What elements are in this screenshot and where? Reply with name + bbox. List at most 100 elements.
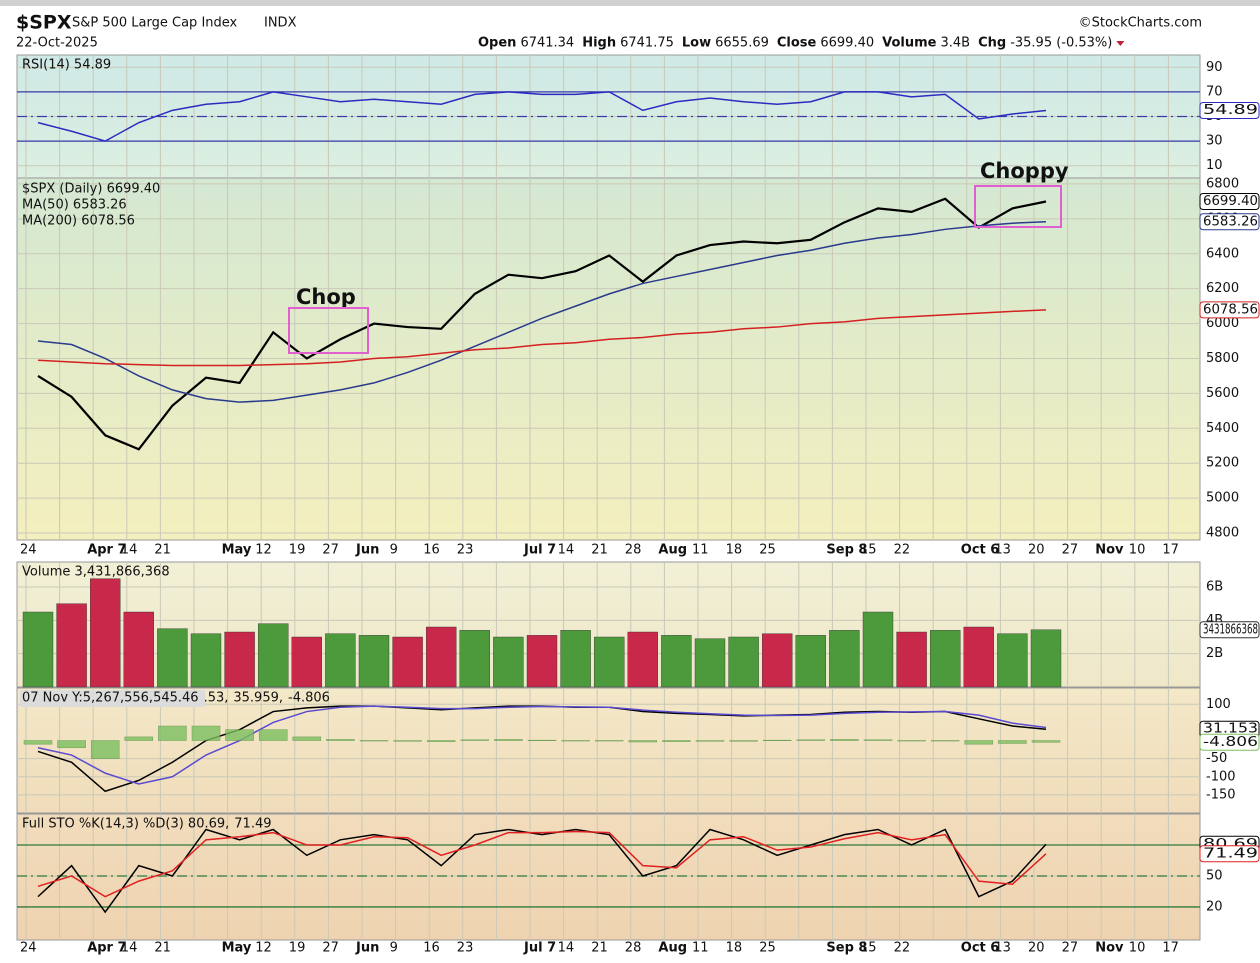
date: 22-Oct-2025	[16, 36, 98, 51]
last-value-label: 54.89	[1203, 103, 1258, 118]
x-tick-label: 18	[726, 941, 743, 956]
x-tick-label: 10	[1129, 941, 1146, 956]
y-tick-label: 10	[1206, 158, 1223, 173]
x-tick-label: 24	[20, 543, 37, 558]
x-tick-label: 17	[1162, 941, 1179, 956]
x-tick-label: Nov	[1095, 941, 1124, 956]
macd-panel	[16, 687, 1201, 814]
x-tick-label: 10	[1129, 543, 1146, 558]
y-tick-label: 50	[1206, 868, 1223, 883]
quote-value: 6699.40	[820, 36, 874, 51]
x-tick-label: Nov	[1095, 543, 1124, 558]
y-tick-label: 5200	[1206, 456, 1239, 471]
x-tick-label: 11	[692, 543, 709, 558]
volume-bar	[190, 633, 222, 688]
price-panel	[16, 177, 1201, 541]
x-tick-label: 25	[759, 543, 776, 558]
y-tick-label: -150	[1206, 787, 1236, 802]
x-tick-label: 25	[759, 941, 776, 956]
annotation: Chop	[296, 285, 356, 309]
series-line	[37, 828, 1047, 914]
volume-bar	[728, 636, 759, 688]
legend-entry: RSI(14) 54.89	[22, 58, 111, 73]
top-bar	[0, 0, 1260, 6]
y-tick-label: 2B	[1206, 646, 1223, 661]
x-tick-label: 18	[726, 543, 743, 558]
x-tick-label: Apr 7	[87, 543, 126, 558]
histogram-bar	[393, 740, 422, 742]
y-tick-label: 6400	[1206, 246, 1239, 261]
volume-bar	[426, 626, 457, 688]
volume-bar	[896, 631, 927, 688]
last-value-box	[1199, 213, 1260, 231]
volume-bar	[930, 630, 961, 688]
volume-bar	[258, 623, 289, 688]
histogram-bar	[897, 740, 926, 742]
legend-entry: MA(50) 6583.26	[22, 198, 127, 213]
volume-bar	[526, 635, 558, 688]
y-tick-label: 70	[1206, 84, 1223, 99]
x-tick-label: 13	[994, 543, 1011, 558]
x-tick-label: 19	[289, 543, 306, 558]
y-tick-label: 5400	[1206, 421, 1239, 436]
x-tick-label: 21	[154, 941, 171, 956]
x-tick-label: 27	[322, 543, 339, 558]
quote-label: Close	[777, 36, 817, 51]
x-tick-label: 21	[591, 941, 608, 956]
quote-label: Open	[478, 36, 516, 51]
x-tick-label: Aug	[658, 543, 687, 558]
histogram-bar	[628, 740, 658, 743]
legend-entry: -4.806	[288, 691, 330, 706]
volume-bar	[157, 628, 188, 688]
histogram-bar	[258, 729, 288, 741]
histogram-bar	[695, 740, 725, 742]
histogram-bar	[998, 740, 1027, 744]
legend-entry: MA(200) 6078.56	[22, 214, 135, 229]
volume-bar	[627, 631, 658, 688]
last-value-box	[1199, 845, 1260, 863]
chop-box	[288, 307, 369, 354]
y-tick-label: 30	[1206, 134, 1223, 149]
volume-bar	[22, 611, 54, 688]
y-tick-label: 5600	[1206, 386, 1239, 401]
volume-bar	[694, 638, 726, 688]
histogram-bar	[762, 739, 792, 741]
annotation: Choppy	[980, 159, 1069, 183]
x-tick-label: 11	[692, 941, 709, 956]
volume-bar	[560, 630, 591, 688]
last-value-label: -4.806	[1203, 735, 1258, 750]
last-value-box	[1199, 301, 1260, 319]
last-value-label: 6583.26	[1203, 214, 1258, 229]
x-tick-label: 27	[1062, 941, 1079, 956]
index-name: S&P 500 Large Cap Index	[72, 16, 238, 31]
histogram-bar	[326, 739, 355, 741]
volume-bar	[89, 578, 121, 688]
histogram-bar	[830, 739, 859, 741]
volume-bar	[762, 633, 793, 688]
x-tick-label: 23	[457, 941, 474, 956]
x-tick-label: 13	[994, 941, 1011, 956]
volume-bar	[493, 636, 524, 688]
volume-bar	[795, 635, 826, 688]
legend-entry: 35.959,	[233, 691, 283, 706]
histogram-bar	[494, 739, 523, 741]
x-tick-label: Jun	[355, 543, 379, 558]
legend-entry: $SPX (Daily) 6699.40	[22, 182, 160, 197]
volume-bar	[963, 626, 994, 688]
histogram-bar	[57, 740, 86, 749]
series-line	[37, 830, 1047, 898]
exchange: INDX	[264, 16, 297, 31]
x-tick-label: 14	[121, 543, 138, 558]
legend-entry: 07 Nov Y:5,267,556,545.46	[22, 691, 199, 706]
y-tick-label: 6800	[1206, 176, 1239, 191]
x-tick-label: 16	[423, 543, 440, 558]
y-tick-label: 5800	[1206, 351, 1239, 366]
x-tick-label: 24	[20, 941, 37, 956]
x-tick-label: 9	[390, 543, 398, 558]
y-tick-label: 5000	[1206, 491, 1239, 506]
x-tick-label: Aug	[658, 941, 687, 956]
y-tick-label: -100	[1206, 769, 1236, 784]
histogram-bar	[90, 740, 120, 759]
histogram-bar	[124, 736, 154, 741]
